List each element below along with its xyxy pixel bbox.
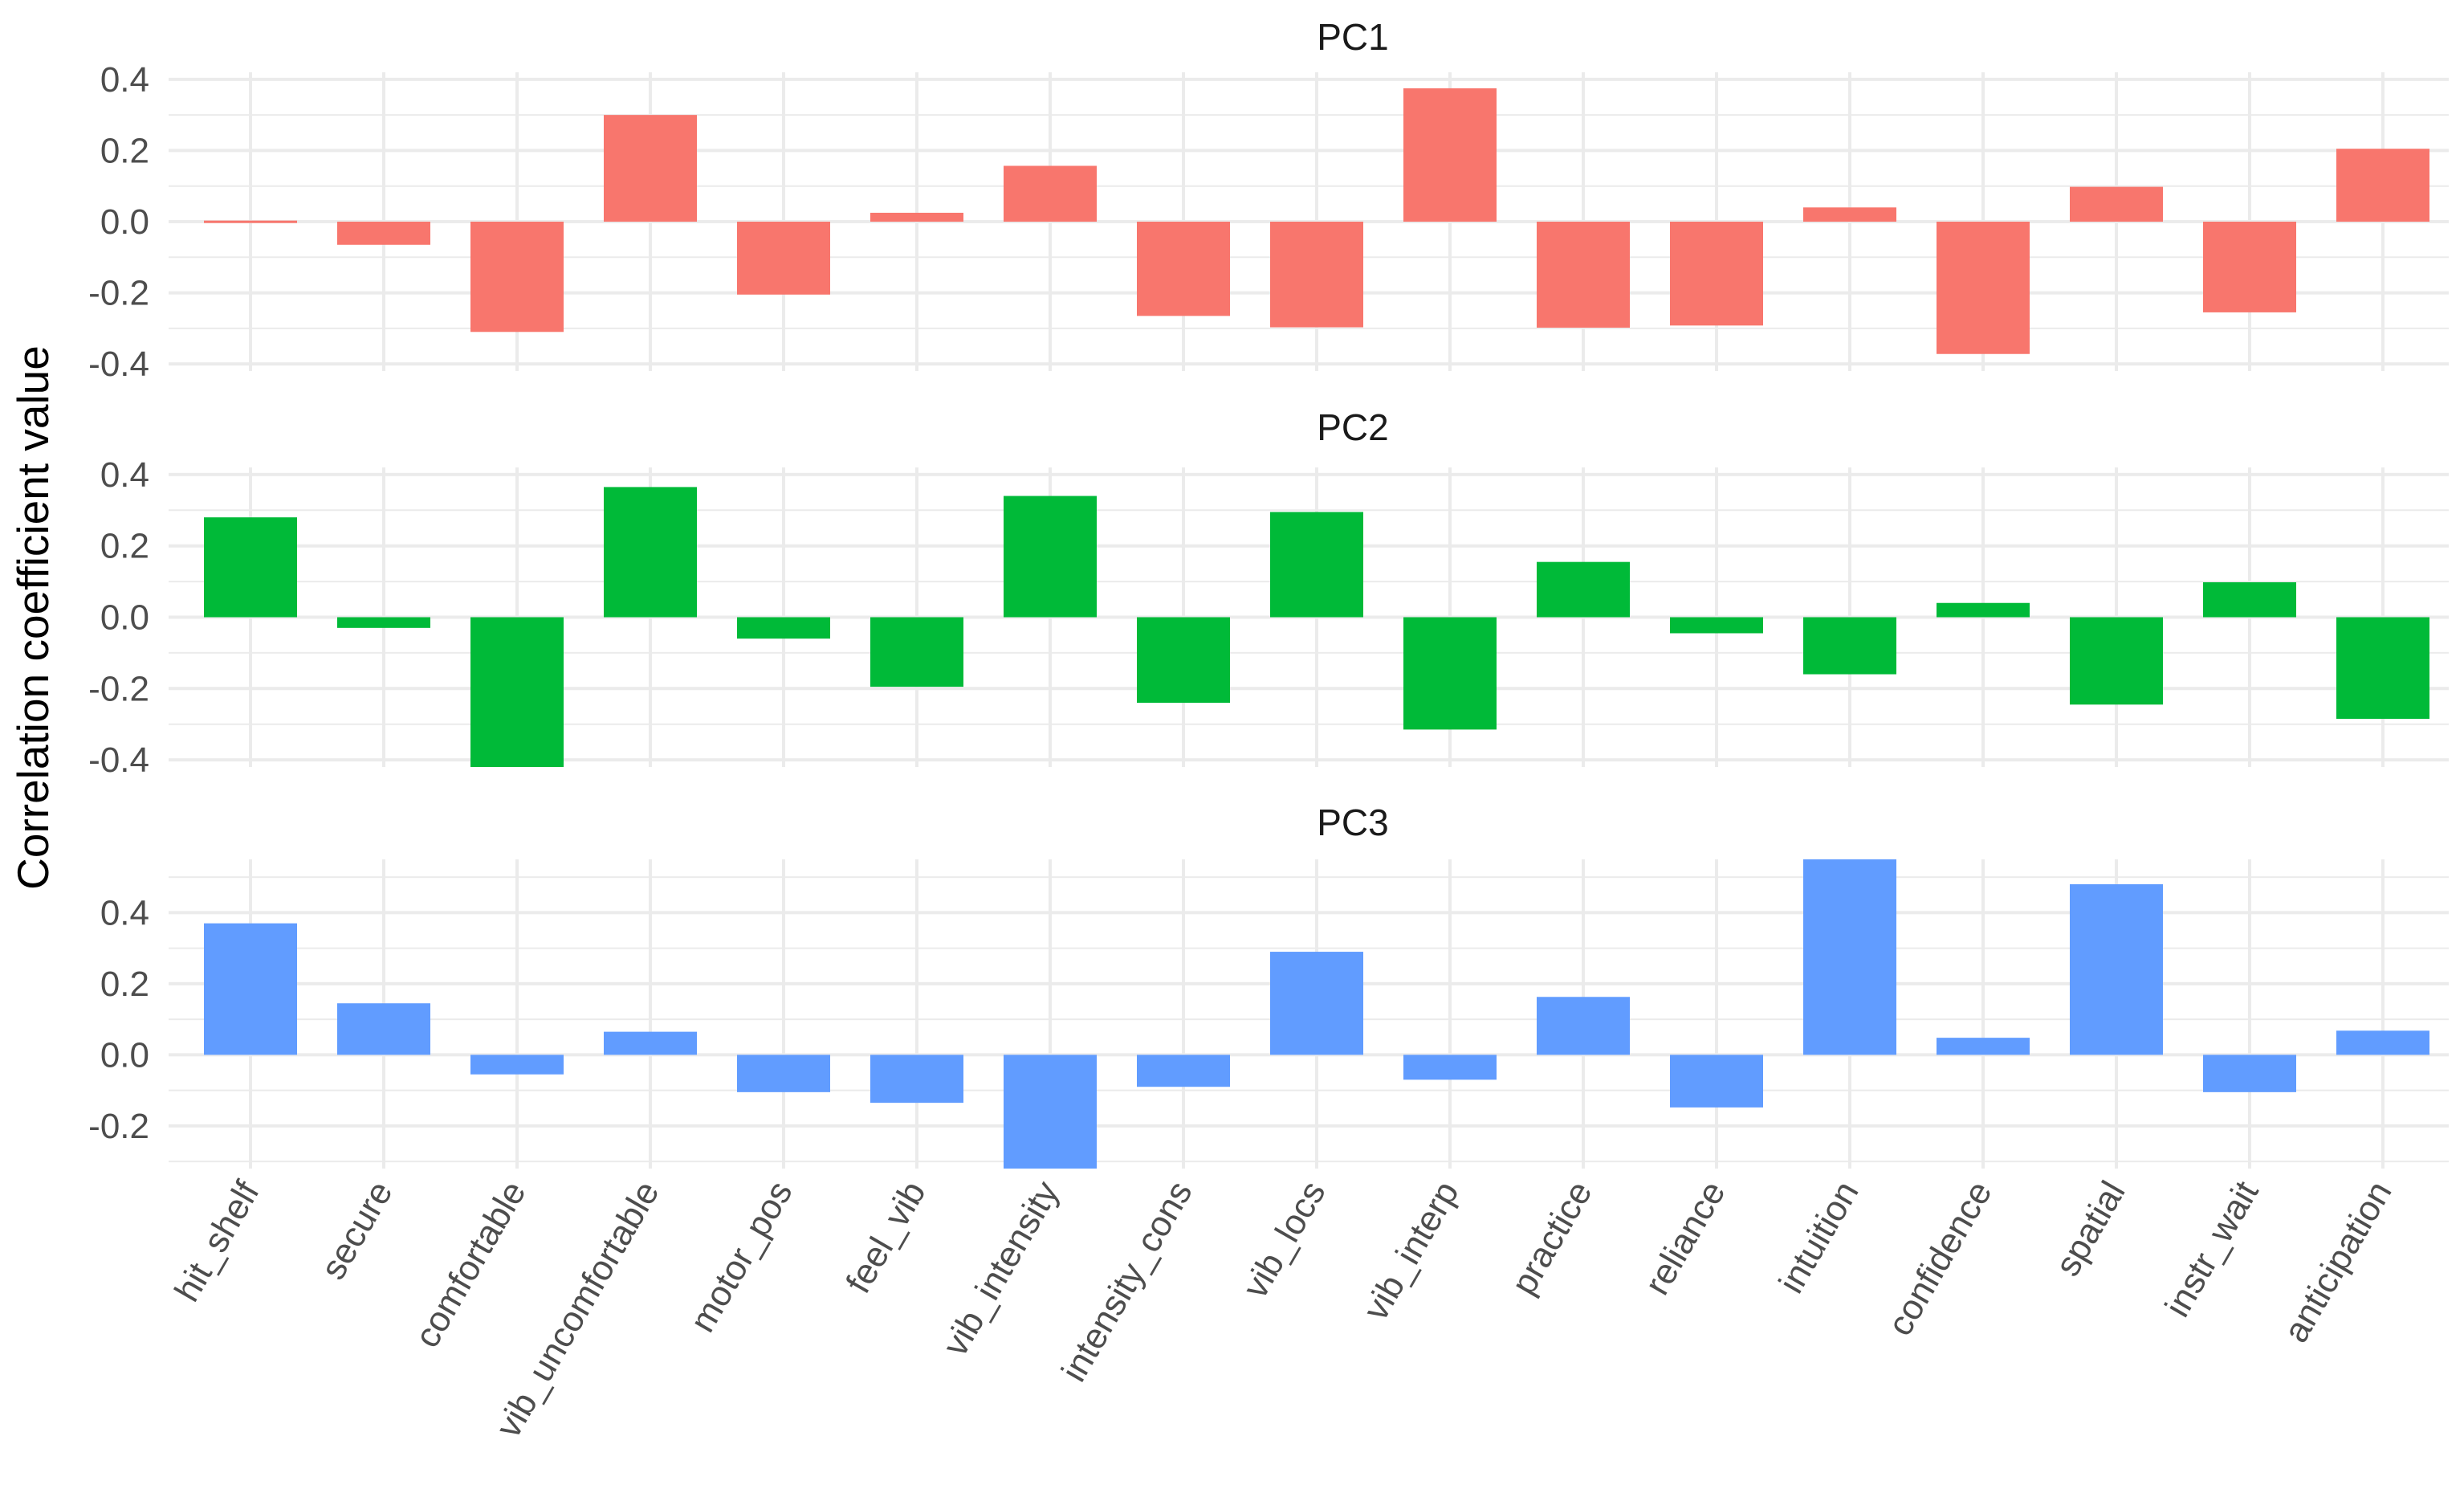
bar-secure [337,222,430,245]
bar-intuition [1803,207,1896,222]
y-tick-label: 0.2 [100,965,149,1004]
x-tick-label: secure [313,1175,400,1287]
x-tick-label: spatial [2048,1175,2133,1283]
panel-title: PC1 [1317,16,1388,58]
bar-intensity-cons [1137,1055,1230,1087]
bar-vib-uncomfortable [604,1031,697,1055]
x-tick-label: feel_vib [838,1175,933,1300]
y-tick-label: 0.2 [100,527,149,566]
chart-panels: PC1 0.4 0.2 0.0 -0.2 -0.4 PC2 0.4 0.2 0.0 -0.2 -0.4… [88,16,2449,1169]
bar-instr-wait [2203,581,2296,618]
bar-reliance [1670,1055,1763,1108]
bar-feel-vib [870,1055,963,1104]
bar-motor-pos [737,617,830,639]
bar-motor-pos [737,1055,830,1092]
y-tick-label: 0.0 [100,598,149,638]
bar-vib-interp [1403,1055,1497,1080]
bar-practice [1537,561,1630,618]
y-tick-label: 0.2 [100,131,149,170]
bar-vib-intensity [1004,165,1097,222]
bar-spatial [2070,883,2163,1055]
bar-practice [1537,997,1630,1055]
x-tick-label: instr_wait [2157,1175,2266,1324]
x-tick-label: vib_locs [1236,1175,1334,1305]
y-tick-label: -0.2 [88,669,149,708]
x-tick-label: vib_intensity [935,1175,1067,1363]
bar-confidence [1937,602,2030,618]
y-axis-title: Correlation coefficient value [8,345,58,890]
x-tick-label: practice [1504,1175,1599,1302]
bar-reliance [1670,222,1763,326]
bar-practice [1537,222,1630,328]
bar-comfortable [470,1055,564,1075]
bar-hit-shelf [204,923,297,1055]
bar-vib-locs [1270,952,1363,1055]
y-tick-label: -0.4 [88,740,149,780]
bar-vib-uncomfortable [604,487,697,618]
bar-spatial [2070,186,2163,222]
x-tick-label: vib_interp [1356,1175,1467,1328]
bar-vib-intensity [1004,496,1097,618]
bar-secure [337,617,430,628]
bar-secure [337,1003,430,1055]
bar-feel-vib [870,617,963,687]
panel-pc2: PC2 0.4 0.2 0.0 -0.2 -0.4 [88,406,2449,780]
panel-title: PC2 [1317,406,1388,448]
bar-intensity-cons [1137,222,1230,316]
x-tick-label: intuition [1771,1175,1866,1300]
bar-instr-wait [2203,1055,2296,1092]
bar-vib-interp [1403,617,1497,730]
bar-anticipation [2336,617,2429,720]
bar-anticipation [2336,149,2429,222]
bar-vib-interp [1403,88,1497,222]
y-tick-label: 0.0 [100,202,149,242]
bar-comfortable [470,617,564,767]
bar-intuition [1803,617,1896,675]
bar-feel-vib [870,212,963,222]
x-tick-label: intensity_cons [1054,1175,1200,1389]
y-tick-label: -0.2 [88,274,149,313]
bar-motor-pos [737,222,830,295]
panel-pc3: PC3 0.4 0.2 0.0 -0.2 [88,802,2449,1169]
y-tick-label: 0.0 [100,1035,149,1075]
panel-title: PC3 [1317,802,1388,843]
bar-reliance [1670,617,1763,634]
y-tick-label: 0.4 [100,893,149,932]
bar-anticipation [2336,1030,2429,1055]
bar-vib-locs [1270,512,1363,618]
x-tick-label: reliance [1637,1175,1733,1302]
y-tick-label: -0.4 [88,345,149,384]
x-tick-label: hit_shelf [167,1174,267,1308]
x-axis: hit_shelf secure comfortablevib_uncomforta… [167,1174,2399,1445]
panel-pc1: PC1 0.4 0.2 0.0 -0.2 -0.4 [88,16,2449,384]
x-tick-label: confidence [1880,1175,2000,1343]
bar-hit-shelf [204,517,297,618]
bar-vib-locs [1270,222,1363,328]
x-tick-label: anticipation [2276,1175,2400,1349]
bar-comfortable [470,222,564,332]
x-tick-label: motor_pos [682,1175,800,1340]
bar-confidence [1937,222,2030,354]
bar-vib-uncomfortable [604,115,697,222]
bar-instr-wait [2203,222,2296,312]
bar-vib-intensity [1004,1055,1097,1169]
y-tick-label: -0.2 [88,1107,149,1146]
bar-hit-shelf [204,220,297,223]
y-tick-label: 0.4 [100,455,149,495]
x-tick-label: comfortable [407,1175,533,1355]
bar-confidence [1937,1038,2030,1055]
bar-intensity-cons [1137,617,1230,704]
y-tick-label: 0.4 [100,60,149,100]
bar-intuition [1803,859,1896,1055]
bar-spatial [2070,617,2163,705]
